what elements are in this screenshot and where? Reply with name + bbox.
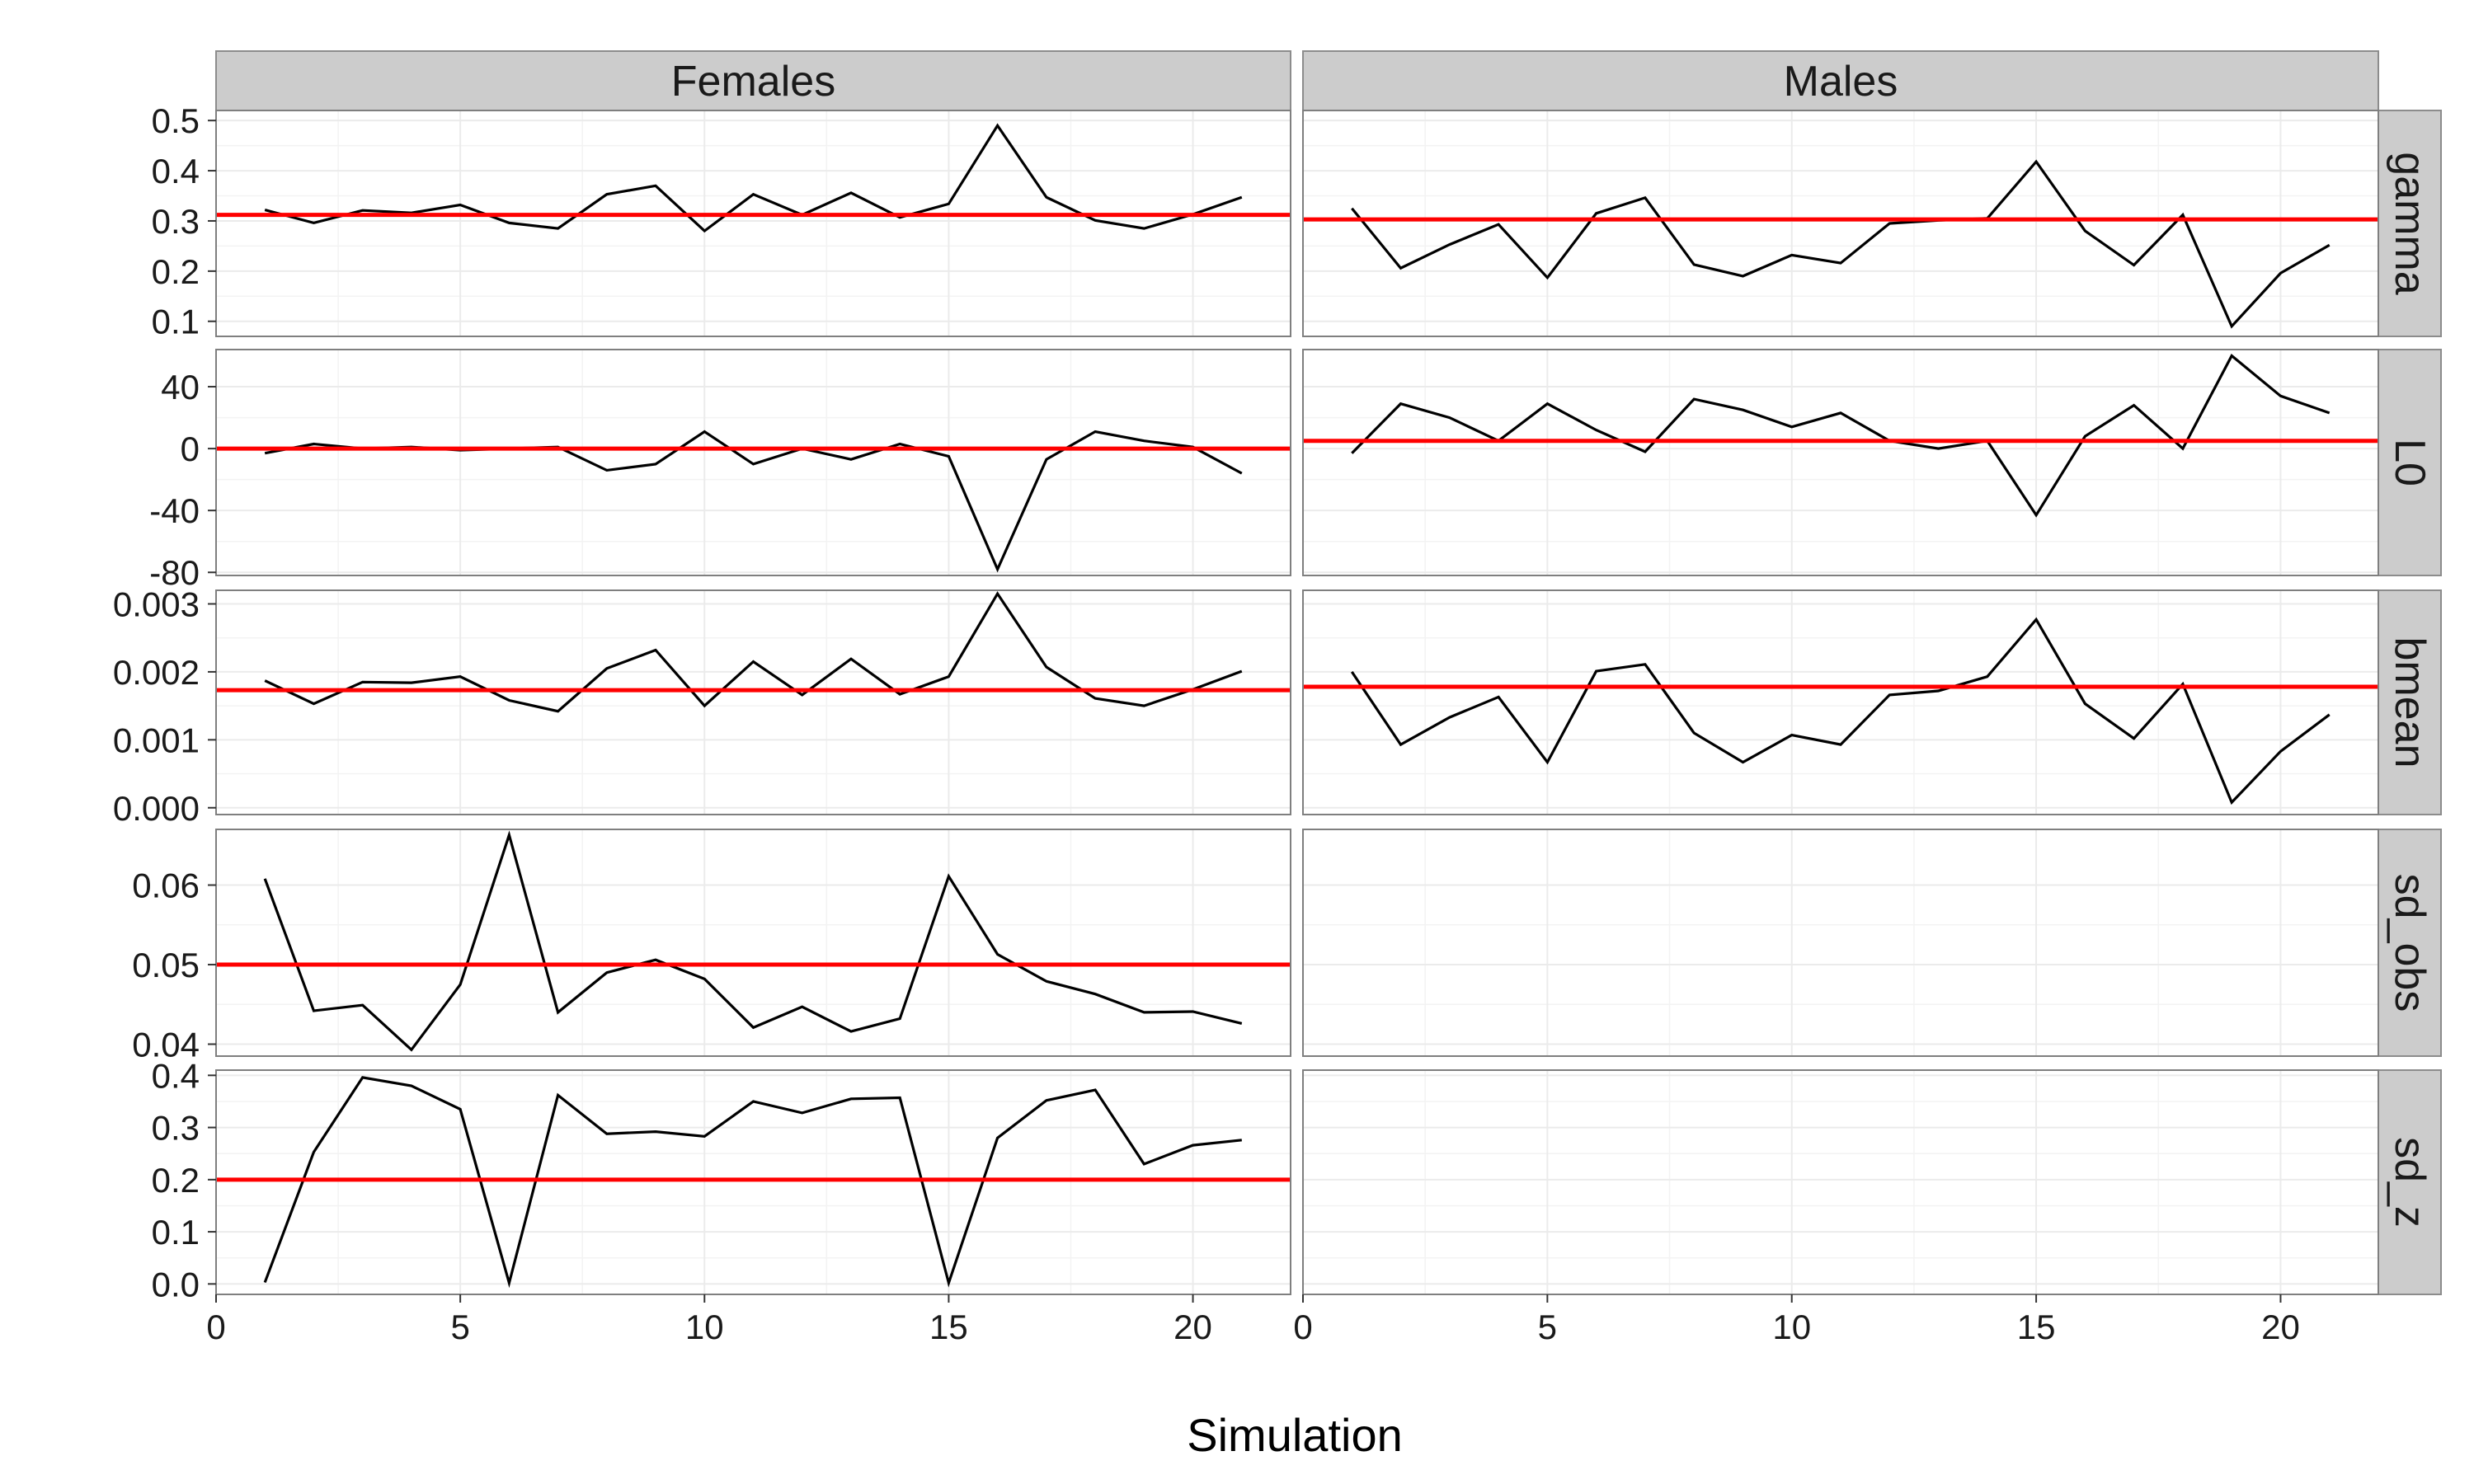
y-axes: 0.10.20.30.40.5-80-400400.0000.0010.0020… [113, 101, 216, 1303]
series-line-sd_obs [263, 830, 1243, 1052]
y-axis-gamma: 0.1 0.2 0.3 0.4 0.5 [152, 101, 216, 341]
y-tick-label: 0.4 [152, 152, 200, 190]
panel-border [215, 829, 1291, 1057]
facet-panels [215, 110, 2379, 1295]
panel-background [1303, 590, 2378, 815]
x-tick-label: 10 [685, 1308, 724, 1346]
y-tick-label: 0.3 [152, 202, 200, 241]
column-strip-label: Females [671, 58, 835, 106]
x-axes: 0 5 10 15 20 0 5 10 15 20 [206, 1294, 2300, 1346]
panel-background [216, 590, 1291, 815]
series-line-bmean [1350, 617, 2331, 805]
panel-border [1302, 829, 2379, 1057]
panel-background [1303, 829, 2378, 1056]
panel-bmean-females [215, 589, 1291, 815]
row-strip-label: bmean [2386, 637, 2434, 768]
panel-sd_obs-females [215, 829, 1291, 1057]
y-tick-label: 0.003 [113, 585, 200, 623]
row-strip-bmean [2378, 589, 2442, 815]
column-strips: Females Males [215, 50, 2379, 111]
y-tick-label: 0.1 [152, 1213, 200, 1252]
y-axis-L0: -80 -40 0 40 [149, 368, 216, 592]
column-strip-males [1302, 50, 2379, 111]
x-tick-label: 5 [450, 1308, 469, 1346]
panel-border [1302, 1069, 2379, 1295]
row-strip-label: gamma [2386, 152, 2434, 294]
y-axis-sd_obs: 0.04 0.05 0.06 [132, 866, 216, 1064]
column-strip-label: Males [1784, 58, 1898, 106]
panel-background [216, 829, 1291, 1056]
series-line-bmean [264, 591, 1243, 713]
y-tick-label: 0.04 [132, 1026, 200, 1064]
series-line-gamma [1351, 159, 2331, 329]
x-axis-females: 0 5 10 15 20 [206, 1294, 1212, 1346]
panel-border [1302, 110, 2379, 337]
y-tick-label: 0.000 [113, 789, 200, 828]
panel-background [1303, 110, 2378, 336]
panel-sd_z-females [215, 1069, 1291, 1295]
x-tick-label: 0 [206, 1308, 225, 1346]
panel-border [215, 1069, 1291, 1295]
row-strip-label: sd_z [2386, 1137, 2434, 1228]
panel-border [215, 110, 1291, 337]
y-tick-label: 0.2 [152, 1161, 200, 1200]
panel-gamma-females [215, 110, 1291, 337]
x-tick-label: 15 [2017, 1308, 2056, 1346]
y-tick-label: 0.002 [113, 653, 200, 692]
row-strip-gamma [2378, 110, 2442, 337]
x-tick-label: 5 [1538, 1308, 1557, 1346]
x-tick-label: 0 [1293, 1308, 1312, 1346]
y-tick-label: 0.1 [152, 303, 200, 341]
x-tick-label: 15 [929, 1308, 968, 1346]
x-axis-title: Simulation [1187, 1409, 1402, 1461]
series-line-gamma [264, 123, 1243, 233]
x-tick-label: 10 [1772, 1308, 1811, 1346]
panel-gamma-males [1302, 110, 2379, 337]
y-tick-label: -40 [149, 491, 200, 530]
panel-L0-males [1302, 349, 2379, 576]
y-tick-label: 0.05 [132, 946, 200, 984]
x-tick-label: 20 [1174, 1308, 1212, 1346]
series-line-L0 [1351, 354, 2331, 518]
panel-background [216, 1070, 1291, 1294]
y-tick-label: 0.5 [152, 101, 200, 140]
panel-L0-females [215, 349, 1291, 576]
panel-sd_obs-males [1302, 829, 2379, 1057]
series-line-sd_z [263, 1076, 1242, 1289]
y-axis-sd_z: 0.0 0.1 0.2 0.3 0.4 [152, 1056, 216, 1303]
row-strip-label: L0 [2386, 439, 2434, 486]
y-tick-label: -80 [149, 553, 200, 592]
y-tick-label: 0.0 [152, 1265, 200, 1303]
row-strip-sd_z [2378, 1069, 2442, 1295]
y-tick-label: 0.06 [132, 866, 200, 905]
row-strips: gamma L0 bmean sd_obs sd_z [2378, 110, 2442, 1295]
panel-bmean-males [1302, 589, 2379, 815]
x-tick-label: 20 [2261, 1308, 2300, 1346]
y-tick-label: 0 [181, 430, 200, 468]
y-tick-label: 40 [161, 368, 200, 406]
panel-sd_z-males [1302, 1069, 2379, 1295]
panel-border [215, 349, 1291, 576]
panel-border [1302, 589, 2379, 815]
y-axis-bmean: 0.000 0.001 0.002 0.003 [113, 585, 216, 828]
row-strip-L0 [2378, 349, 2442, 576]
x-axis-males: 0 5 10 15 20 [1293, 1294, 2300, 1346]
y-tick-label: 0.3 [152, 1109, 200, 1148]
column-strip-females [215, 50, 1291, 111]
y-tick-label: 0.4 [152, 1056, 200, 1095]
y-tick-label: 0.2 [152, 252, 200, 291]
panel-border [215, 589, 1291, 815]
panel-background [216, 110, 1291, 336]
y-tick-label: 0.001 [113, 721, 200, 759]
panel-background [1303, 1070, 2378, 1294]
panel-border [1302, 349, 2379, 576]
row-strip-label: sd_obs [2386, 874, 2434, 1012]
